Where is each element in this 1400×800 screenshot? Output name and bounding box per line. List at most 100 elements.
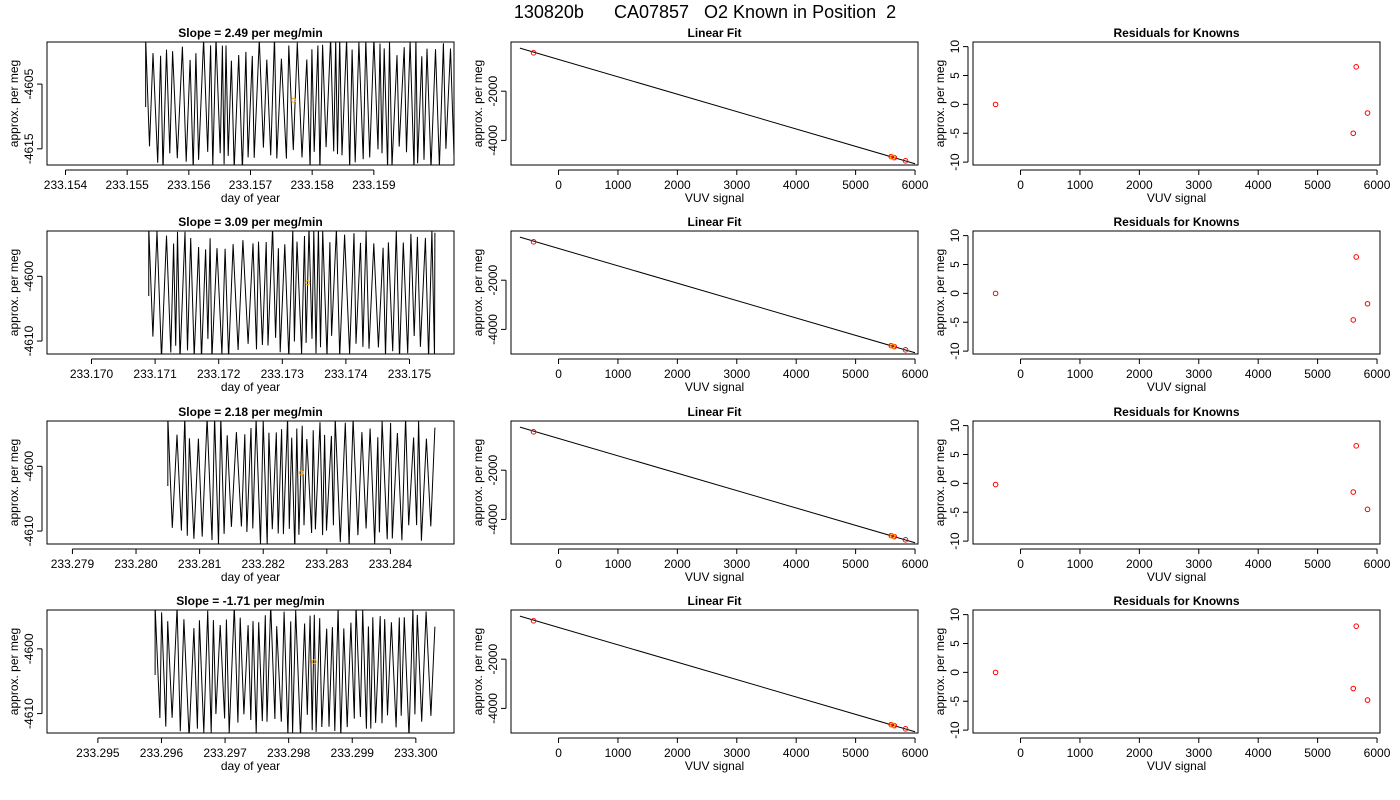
x-tick-label: 0 xyxy=(1017,746,1024,760)
x-tick-label: 4000 xyxy=(783,746,810,760)
data-point xyxy=(1364,110,1371,116)
x-tick-label: 5000 xyxy=(842,557,869,571)
x-tick-label: 233.155 xyxy=(105,178,149,192)
data-point xyxy=(902,726,909,732)
panel-timeseries: Slope = 2.49 per meg/min 233.154 233.155 23… xyxy=(7,26,455,205)
x-tick-label: 233.173 xyxy=(261,367,305,381)
x-tick-label: 0 xyxy=(555,557,562,571)
panel-title: Residuals for Knowns xyxy=(1113,215,1239,229)
y-tick-label: -2000 xyxy=(486,76,500,107)
y-tick-label: 10 xyxy=(948,419,962,433)
x-tick-label: 233.281 xyxy=(178,557,222,571)
x-axis-label: VUV signal xyxy=(1147,759,1206,773)
fit-line xyxy=(519,426,916,544)
x-tick-label: 3000 xyxy=(723,557,750,571)
panel-title: Residuals for Knowns xyxy=(1113,594,1239,608)
x-tick-label: 6000 xyxy=(1364,367,1391,381)
x-tick-label: 0 xyxy=(1017,557,1024,571)
plot-frame xyxy=(46,420,455,545)
x-tick-label: 3000 xyxy=(723,367,750,381)
plot-frame xyxy=(510,420,919,545)
plot-area xyxy=(519,47,916,165)
x-tick-label: 3000 xyxy=(1185,557,1212,571)
y-tick-label: 5 xyxy=(948,640,962,647)
x-tick-label: 2000 xyxy=(664,367,691,381)
y-tick-label: -4000 xyxy=(486,125,500,156)
y-tick-label: 10 xyxy=(948,40,962,54)
y-tick-label: -4610 xyxy=(22,698,36,729)
y-tick-label: -2000 xyxy=(486,265,500,296)
panel-residuals: Residuals for Knowns 0 1000 2000 3000 4000 500… xyxy=(933,405,1391,584)
x-tick-label: 3000 xyxy=(723,746,750,760)
y-tick-label: 0 xyxy=(948,290,962,297)
panel-linear-fit: Linear Fit 0 1000 2000 3000 4000 5000 6000 VUV s… xyxy=(471,594,929,773)
x-axis-label: day of year xyxy=(221,570,280,584)
y-tick-label: -4605 xyxy=(22,68,36,99)
plot-area xyxy=(154,610,436,733)
panel-title: Linear Fit xyxy=(687,215,741,229)
data-point xyxy=(530,50,537,56)
x-tick-label: 1000 xyxy=(605,557,632,571)
data-point xyxy=(992,290,999,297)
main-title: 130820b CA07857 O2 Known in Position 2 xyxy=(514,2,896,22)
panel-linear-fit: Linear Fit 0 1000 2000 3000 4000 5000 6000 VUV s… xyxy=(471,405,929,584)
x-tick-label: 233.172 xyxy=(197,367,241,381)
data-point xyxy=(1350,489,1357,495)
x-axis-label: VUV signal xyxy=(1147,191,1206,205)
plot-area xyxy=(167,421,436,544)
x-tick-label: 5000 xyxy=(1304,557,1331,571)
panel-title: Slope = 2.49 per meg/min xyxy=(178,26,322,40)
panel-grid: Slope = 2.49 per meg/min 233.154 233.155 23… xyxy=(7,26,1391,773)
plot-frame xyxy=(46,230,455,355)
x-tick-label: 5000 xyxy=(842,178,869,192)
x-tick-label: 4000 xyxy=(1245,367,1272,381)
current-point-marker xyxy=(298,470,304,476)
plot-frame xyxy=(972,41,1381,166)
panel-title: Linear Fit xyxy=(687,405,741,419)
x-tick-label: 5000 xyxy=(1304,178,1331,192)
x-tick-label: 4000 xyxy=(783,178,810,192)
y-tick-label: -4000 xyxy=(486,314,500,345)
plot-area xyxy=(519,426,916,544)
y-tick-label: -4610 xyxy=(22,325,36,356)
x-axis-label: day of year xyxy=(221,759,280,773)
x-tick-label: 0 xyxy=(1017,178,1024,192)
x-tick-label: 2000 xyxy=(1126,746,1153,760)
x-tick-label: 233.158 xyxy=(290,178,334,192)
x-tick-label: 1000 xyxy=(1067,746,1094,760)
y-axis-label: approx. per meg xyxy=(471,249,485,336)
y-tick-label: -4615 xyxy=(22,133,36,164)
y-tick-label: -2000 xyxy=(486,455,500,486)
x-tick-label: 5000 xyxy=(842,746,869,760)
panel-residuals: Residuals for Knowns 0 1000 2000 3000 4000 500… xyxy=(933,215,1391,394)
x-tick-label: 233.299 xyxy=(331,746,375,760)
y-tick-label: -5 xyxy=(948,696,962,707)
x-tick-label: 233.279 xyxy=(51,557,95,571)
x-tick-label: 2000 xyxy=(1126,557,1153,571)
data-point xyxy=(1350,317,1357,323)
x-axis-label: VUV signal xyxy=(685,191,744,205)
panel-timeseries: Slope = -1.71 per meg/min 233.295 233.296 2… xyxy=(7,594,455,773)
y-axis-label: approx. per meg xyxy=(933,249,947,336)
y-tick-label: -10 xyxy=(948,342,962,360)
plot-area xyxy=(992,64,1371,137)
y-axis-label: approx. per meg xyxy=(933,628,947,715)
x-tick-label: 233.171 xyxy=(133,367,177,381)
current-point-marker xyxy=(291,97,297,103)
x-tick-label: 4000 xyxy=(1245,746,1272,760)
data-point xyxy=(889,722,896,728)
x-tick-label: 233.282 xyxy=(242,557,286,571)
data-point xyxy=(1353,623,1360,629)
plot-area xyxy=(519,615,916,733)
x-tick-label: 2000 xyxy=(664,557,691,571)
x-tick-label: 5000 xyxy=(842,367,869,381)
x-tick-label: 233.283 xyxy=(305,557,349,571)
data-point xyxy=(530,239,537,245)
x-tick-label: 3000 xyxy=(1185,178,1212,192)
x-tick-label: 1000 xyxy=(605,178,632,192)
data-point xyxy=(530,618,537,624)
x-tick-label: 4000 xyxy=(1245,557,1272,571)
y-tick-label: -4600 xyxy=(22,261,36,292)
y-tick-label: 10 xyxy=(948,229,962,243)
